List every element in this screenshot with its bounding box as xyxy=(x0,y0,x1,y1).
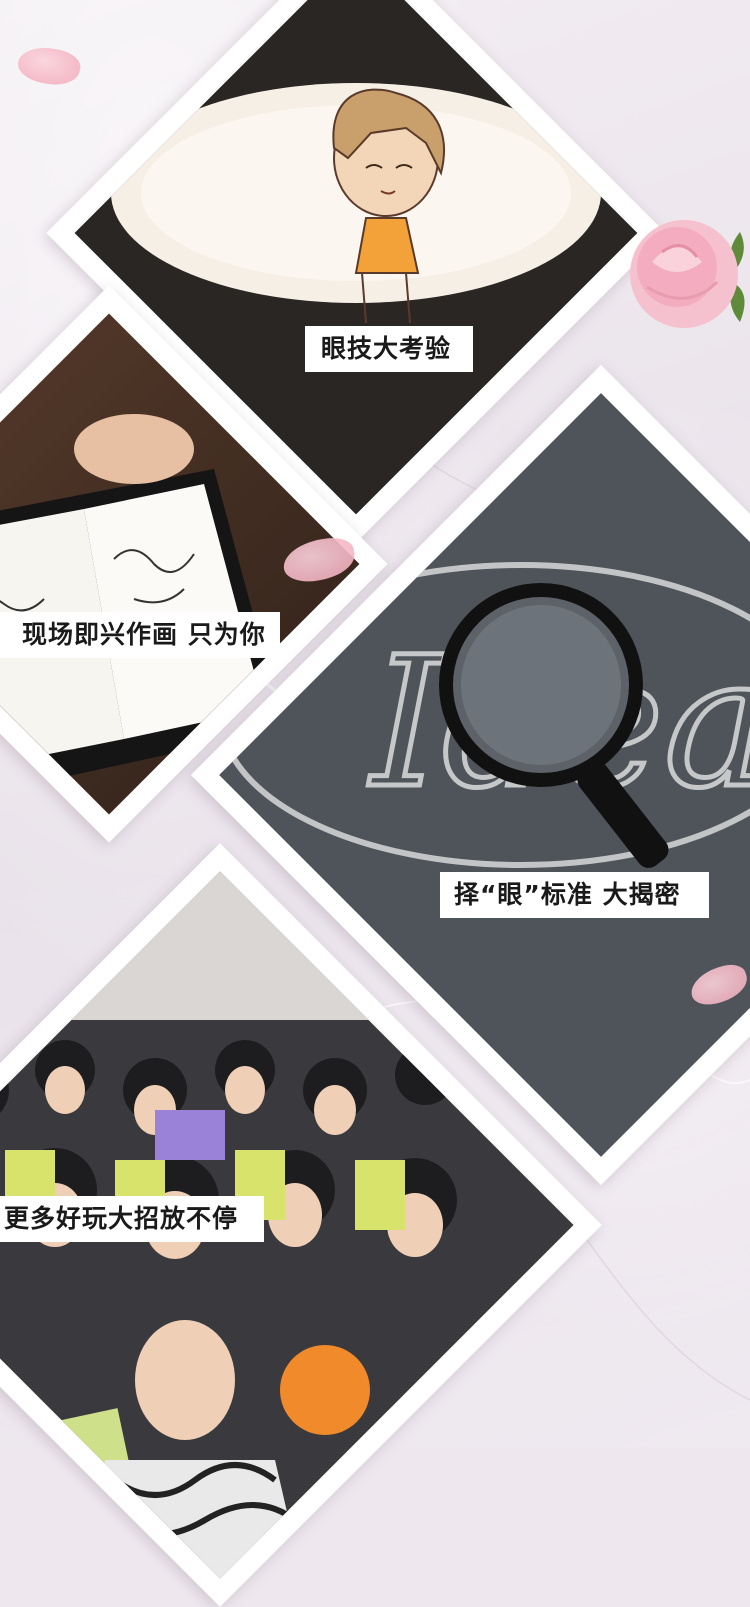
caption-eye-test: 眼技大考验 xyxy=(305,326,474,372)
rose-decoration xyxy=(630,220,745,328)
photo-notebook-clip xyxy=(0,313,360,815)
photo-notebook-writing xyxy=(0,313,360,815)
caption-eye-standard: 择“眼”标准 大揭密 xyxy=(440,872,709,918)
caption-live-drawing: 现场即兴作画 只为你 xyxy=(0,612,280,658)
caption-more-fun: 更多好玩大招放不停 xyxy=(0,1196,265,1242)
photo-frame-notebook xyxy=(0,285,388,843)
